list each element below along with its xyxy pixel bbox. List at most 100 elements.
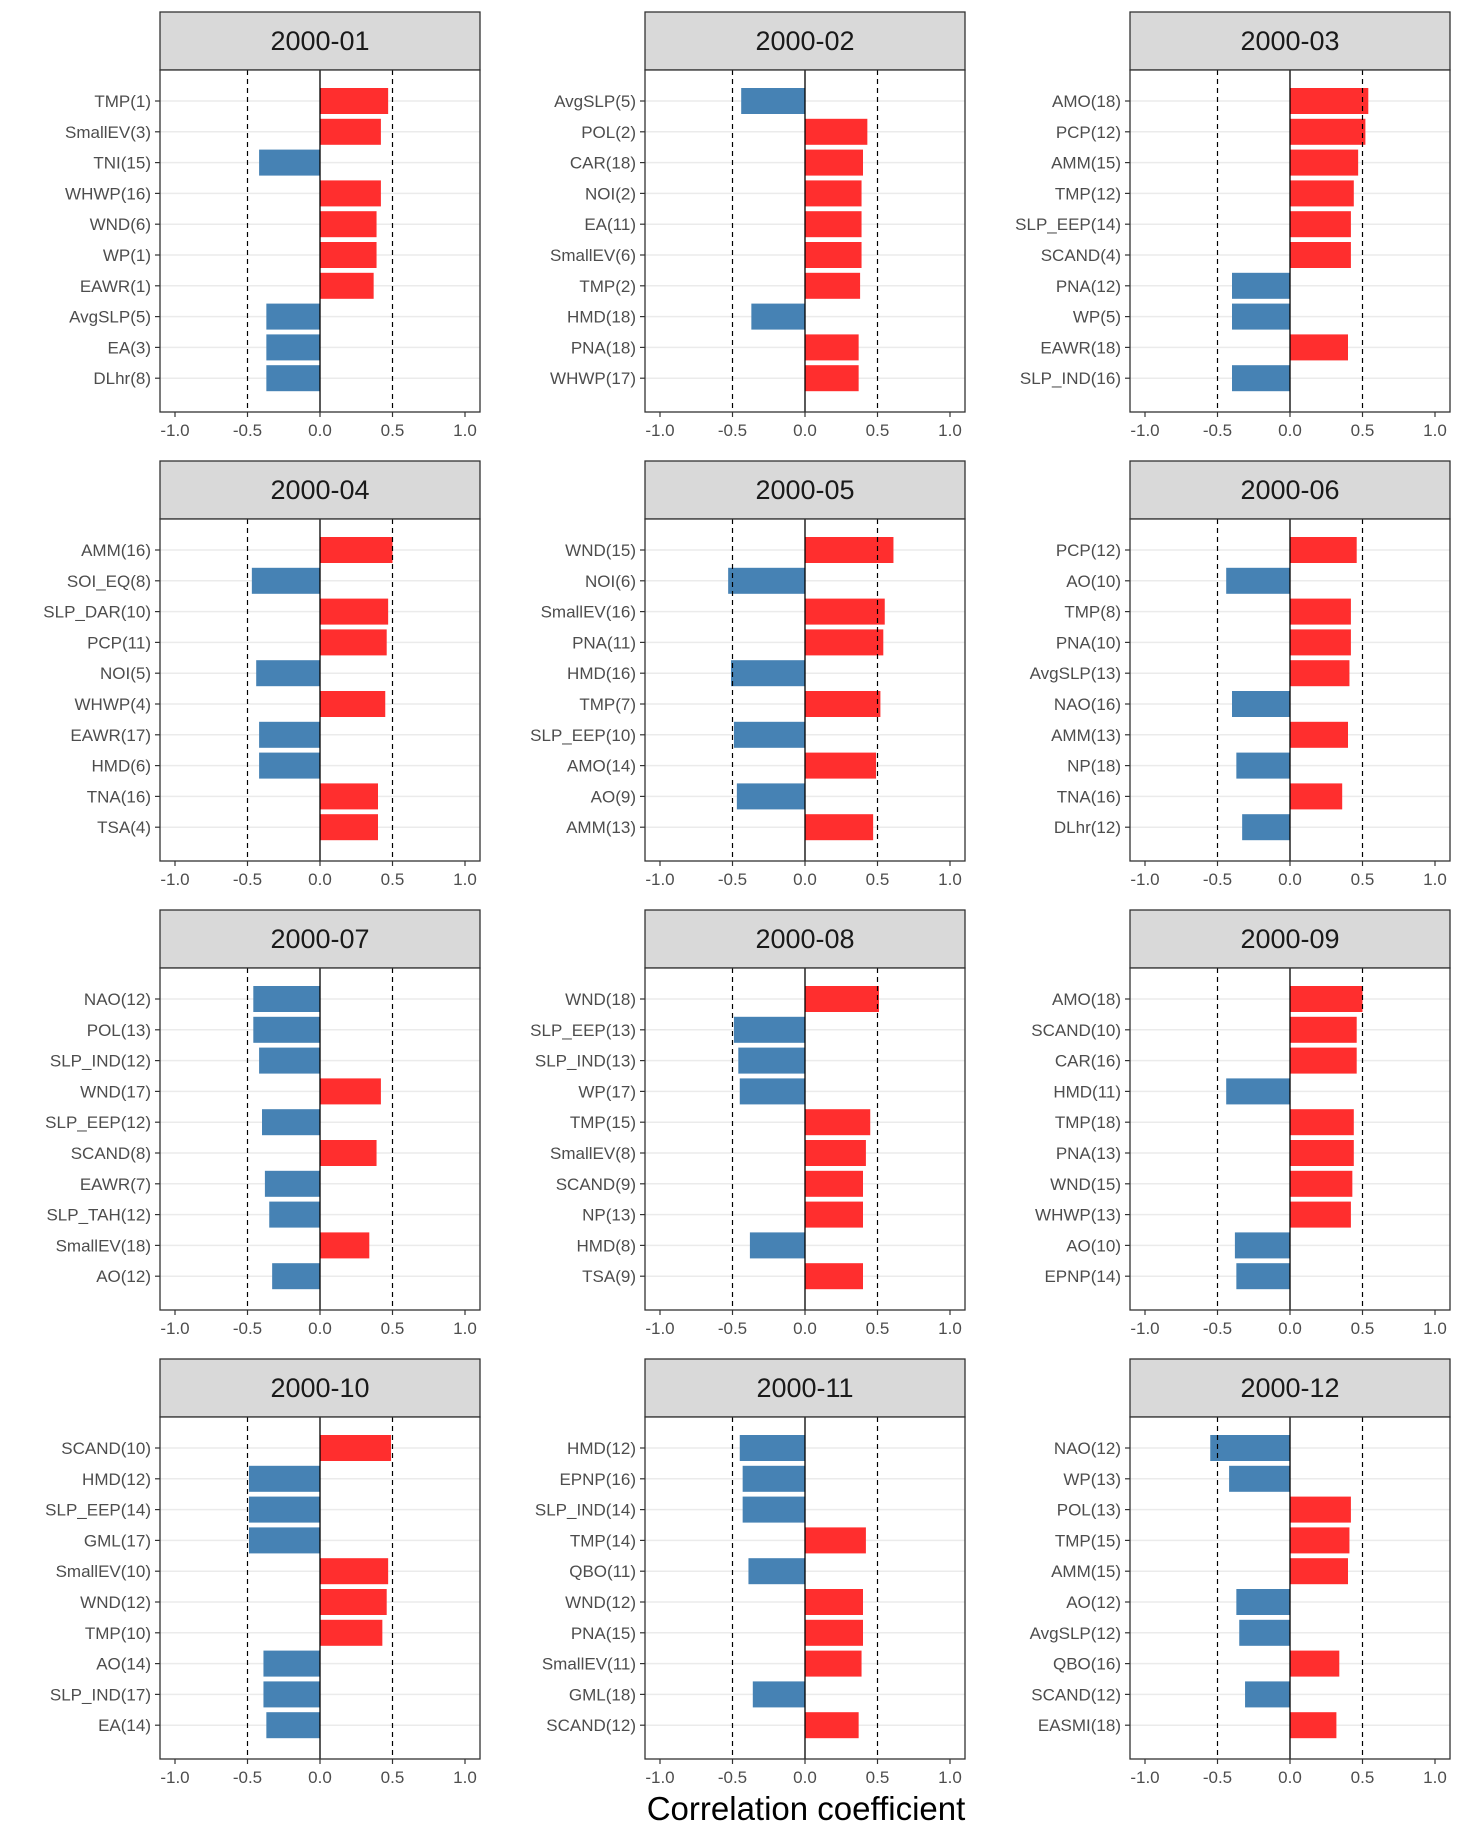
bar-EPNP(16) xyxy=(742,1465,805,1492)
bar-POL(13) xyxy=(253,1016,320,1043)
bar-DLhr(8) xyxy=(266,365,320,392)
category-label: SmallEV(10) xyxy=(56,1562,151,1581)
x-tick-label: 0.0 xyxy=(793,1319,817,1338)
bar-HMD(12) xyxy=(739,1435,805,1461)
bar-TMP(2) xyxy=(805,272,861,299)
x-tick-label: 0.0 xyxy=(308,1768,332,1787)
category-label: TSA(9) xyxy=(582,1267,636,1286)
panel-title: 2000-07 xyxy=(270,924,369,954)
facet-panel-2000-02: 2000-02 AvgSLP(5) POL(2) CAR(18) NOI(2) EA(11… xyxy=(550,11,966,440)
category-label: HMD(12) xyxy=(567,1439,636,1458)
category-label: WND(12) xyxy=(80,1593,151,1612)
bar-TMP(15) xyxy=(805,1109,871,1136)
bar-HMD(11) xyxy=(1226,1078,1290,1105)
bar-HMD(12) xyxy=(248,1465,320,1492)
category-label: EPNP(14) xyxy=(1044,1267,1121,1286)
x-tick-label: -0.5 xyxy=(718,421,747,440)
category-label: AO(9) xyxy=(591,787,636,806)
x-tick-label: 1.0 xyxy=(1423,870,1447,889)
bar-WND(18) xyxy=(805,986,879,1012)
category-label: SmallEV(11) xyxy=(542,1655,636,1674)
x-tick-label: 0.5 xyxy=(1351,1768,1375,1787)
bar-PCP(11) xyxy=(320,629,387,656)
panel-title: 2000-02 xyxy=(755,26,854,56)
x-tick-label: 1.0 xyxy=(938,1768,962,1787)
category-label: SLP_IND(17) xyxy=(50,1685,151,1704)
x-tick-label: -1.0 xyxy=(645,1768,674,1787)
x-tick-label: -0.5 xyxy=(718,1319,747,1338)
x-tick-label: 0.0 xyxy=(793,870,817,889)
bar-NP(18) xyxy=(1236,752,1290,779)
category-label: SLP_EEP(14) xyxy=(1015,215,1121,234)
category-label: AvgSLP(5) xyxy=(69,308,151,327)
bar-TMP(1) xyxy=(320,88,389,114)
panel-title: 2000-05 xyxy=(755,475,854,505)
x-tick-label: 1.0 xyxy=(453,1319,477,1338)
bar-SmallEV(18) xyxy=(320,1232,370,1259)
category-label: SCAND(12) xyxy=(1031,1685,1121,1704)
category-label: AMM(15) xyxy=(1051,154,1121,173)
category-label: SLP_EEP(12) xyxy=(45,1113,151,1132)
panel-strip xyxy=(159,909,481,969)
bar-TMP(8) xyxy=(1290,598,1351,625)
facet-panel-2000-08: 2000-08 WND(18) SLP_EEP(13) SLP_IND(13) WP(1… xyxy=(530,909,966,1338)
category-label: PNA(18) xyxy=(571,338,636,357)
bar-SLP_IND(17) xyxy=(263,1681,320,1708)
x-tick-label: 1.0 xyxy=(453,1768,477,1787)
x-tick-label: 0.0 xyxy=(308,421,332,440)
category-label: SCAND(4) xyxy=(1041,246,1121,265)
bar-SmallEV(8) xyxy=(805,1140,866,1166)
bar-WND(12) xyxy=(805,1589,863,1615)
bar-AO(12) xyxy=(1236,1589,1290,1615)
bar-PNA(10) xyxy=(1290,629,1351,656)
bar-AvgSLP(12) xyxy=(1239,1619,1290,1646)
category-label: TMP(15) xyxy=(1055,1531,1121,1550)
facet-panel-2000-01: 2000-01 TMP(1) SmallEV(3) TNI(15) WHWP(16) WN… xyxy=(65,11,481,440)
category-label: WND(15) xyxy=(1050,1175,1121,1194)
panel-title: 2000-11 xyxy=(756,1373,853,1403)
bar-HMD(18) xyxy=(751,303,805,330)
bar-EASMI(18) xyxy=(1290,1712,1337,1739)
bar-SLP_EEP(14) xyxy=(1290,211,1351,238)
category-label: TSA(4) xyxy=(97,818,151,837)
bar-WP(1) xyxy=(320,242,377,268)
bar-PNA(13) xyxy=(1290,1140,1354,1166)
category-label: PNA(15) xyxy=(571,1624,636,1643)
bar-NOI(2) xyxy=(805,180,862,207)
bar-POL(2) xyxy=(805,118,868,145)
x-tick-label: -1.0 xyxy=(1130,421,1159,440)
category-label: TNA(16) xyxy=(1057,787,1121,806)
category-label: POL(13) xyxy=(1057,1501,1121,1520)
category-label: DLhr(8) xyxy=(93,369,151,388)
category-label: PCP(12) xyxy=(1056,123,1121,142)
x-tick-label: 0.0 xyxy=(308,870,332,889)
category-label: WP(13) xyxy=(1063,1470,1121,1489)
bar-WP(13) xyxy=(1229,1465,1290,1492)
bar-WP(5) xyxy=(1232,303,1290,330)
bar-TSA(9) xyxy=(805,1263,863,1290)
category-label: SLP_DAR(10) xyxy=(43,603,151,622)
x-tick-label: -1.0 xyxy=(645,421,674,440)
bar-EAWR(1) xyxy=(320,272,374,299)
panel-title: 2000-12 xyxy=(1240,1373,1339,1403)
facet-panel-2000-05: 2000-05 WND(15) NOI(6) SmallEV(16) PNA(11) HM… xyxy=(530,460,966,889)
bar-GML(17) xyxy=(248,1527,320,1554)
bar-AMM(15) xyxy=(1290,1558,1348,1585)
bar-AO(12) xyxy=(272,1263,320,1290)
category-label: WP(5) xyxy=(1073,308,1121,327)
bar-AO(10) xyxy=(1226,567,1290,594)
category-label: WND(15) xyxy=(565,541,636,560)
bar-HMD(6) xyxy=(259,752,320,779)
category-label: SLP_EEP(10) xyxy=(530,726,636,745)
bar-SLP_EEP(12) xyxy=(262,1109,320,1136)
x-tick-label: -0.5 xyxy=(1203,1768,1232,1787)
category-label: WHWP(16) xyxy=(65,184,151,203)
bar-SmallEV(6) xyxy=(805,242,862,268)
category-label: PNA(11) xyxy=(572,633,636,652)
category-label: CAR(18) xyxy=(570,154,636,173)
category-label: SCAND(10) xyxy=(61,1439,151,1458)
bar-AMO(18) xyxy=(1290,986,1363,1012)
category-label: SCAND(8) xyxy=(71,1144,151,1163)
bar-SCAND(10) xyxy=(320,1435,392,1461)
category-label: NOI(5) xyxy=(100,664,151,683)
